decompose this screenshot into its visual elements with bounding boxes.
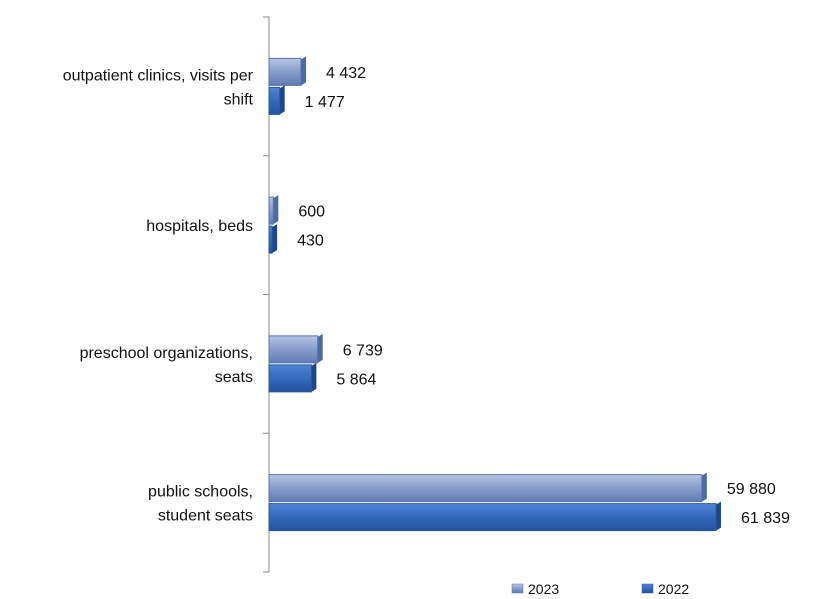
data-label-2022-public-schools-student-seats: 61 839	[741, 510, 790, 527]
legend-label-2023: 2023	[528, 581, 559, 597]
bar-side-2023-outpatient-clinics-visits-per-shift	[301, 56, 307, 86]
data-label-2022-hospitals-beds: 430	[297, 233, 324, 250]
bar-side-2023-hospitals-beds	[273, 195, 279, 225]
bar-side-2023-preschool-organizations-seats	[317, 333, 323, 363]
bar-2022-public-schools-student-seats	[268, 503, 717, 532]
category-label-outpatient-clinics-visits-per-shift: outpatient clinics, visits per shift	[63, 67, 254, 108]
data-label-2023-preschool-organizations-seats: 6 739	[343, 342, 383, 359]
bar-side-2022-outpatient-clinics-visits-per-shift	[279, 85, 285, 115]
bar-side-2022-preschool-organizations-seats	[311, 362, 317, 392]
data-label-2023-outpatient-clinics-visits-per-shift: 4 432	[326, 65, 366, 82]
bar-2023-preschool-organizations-seats	[268, 335, 319, 364]
bar-side-2022-public-schools-student-seats	[716, 501, 722, 531]
bar-side-2022-hospitals-beds	[272, 224, 278, 254]
bar-2023-hospitals-beds	[268, 196, 274, 225]
bars	[268, 56, 722, 532]
legend-swatch-2022	[641, 583, 654, 594]
category-label-hospitals-beds: hospitals, beds	[146, 218, 253, 235]
bar-2022-preschool-organizations-seats	[268, 364, 312, 393]
bar-side-2023-public-schools-student-seats	[701, 472, 707, 502]
category-label-preschool-organizations-seats: preschool organizations, seats	[80, 345, 253, 386]
data-label-2022-preschool-organizations-seats: 5 864	[336, 371, 376, 388]
legend: 2023 2022	[511, 581, 689, 597]
data-label-2023-public-schools-student-seats: 59 880	[727, 481, 776, 498]
legend-swatch-2023	[511, 583, 524, 594]
category-label-public-schools-student-seats: public schools, student seats	[148, 484, 253, 525]
data-label-2022-outpatient-clinics-visits-per-shift: 1 477	[305, 94, 345, 111]
legend-label-2022: 2022	[658, 581, 689, 597]
y-axis	[263, 16, 270, 573]
data-label-2023-hospitals-beds: 600	[298, 204, 325, 221]
bar-2022-outpatient-clinics-visits-per-shift	[268, 86, 281, 115]
bar-2023-public-schools-student-seats	[268, 474, 703, 503]
bar-2022-hospitals-beds	[268, 225, 273, 254]
labels: outpatient clinics, visits per shift 4 432…	[63, 65, 790, 527]
bar-2023-outpatient-clinics-visits-per-shift	[268, 57, 302, 86]
